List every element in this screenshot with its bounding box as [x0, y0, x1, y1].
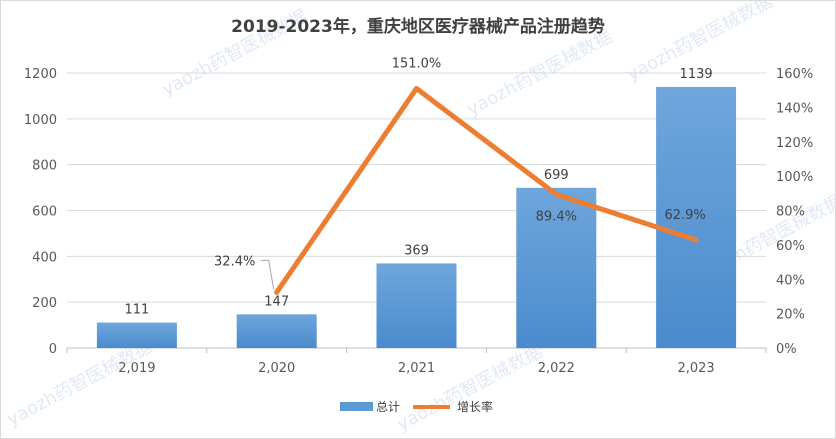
gridlines [67, 72, 766, 303]
x-tick-label: 2,022 [538, 361, 575, 376]
y-right-tick-label: 40% [776, 273, 805, 288]
watermark: yaozh药智医械数据 [393, 341, 546, 435]
bar [236, 314, 317, 348]
line-series [274, 85, 699, 295]
line-point [414, 85, 419, 91]
label-leader-line [260, 259, 275, 290]
y-right-tick-label: 0% [776, 342, 797, 357]
y-axis-right: 0% 20% 40% 60% 80% 100% 120% 140% 160% [776, 67, 813, 357]
line-point [553, 191, 559, 197]
bar [96, 322, 177, 348]
bar-value-label: 147 [264, 294, 289, 309]
x-tick-label: 2,020 [258, 361, 295, 376]
x-axis: 2,019 2,020 2,021 2,022 2,023 [66, 347, 767, 376]
line-value-label: 151.0% [392, 56, 442, 71]
y-left-tick-label: 600 [32, 205, 57, 220]
x-tick-label: 2,023 [677, 361, 714, 376]
y-axis-left: 0 200 400 600 800 1000 1200 [24, 67, 57, 357]
line-value-label: 89.4% [536, 209, 577, 224]
y-right-tick-label: 160% [776, 67, 813, 82]
line-value-label: 62.9% [664, 208, 705, 223]
y-right-tick-label: 60% [776, 239, 805, 254]
growth-rate-line [274, 85, 699, 295]
x-tick-label: 2,019 [118, 361, 155, 376]
chart-title: 2019-2023年，重庆地区医疗器械产品注册趋势 [231, 16, 605, 37]
y-left-tick-label: 200 [32, 296, 57, 311]
legend-label: 增长率 [457, 399, 493, 414]
y-left-tick-label: 400 [32, 250, 57, 265]
bar-value-label: 111 [124, 303, 149, 318]
x-tick-label: 2,021 [398, 361, 435, 376]
y-left-tick-label: 800 [32, 159, 57, 174]
y-left-tick-label: 0 [49, 342, 57, 357]
y-right-tick-label: 100% [776, 170, 813, 185]
y-right-tick-label: 20% [776, 308, 805, 323]
bar-value-label: 699 [544, 168, 569, 183]
y-right-tick-label: 120% [776, 136, 813, 151]
bar-series [96, 86, 737, 349]
y-left-tick-label: 1200 [24, 67, 57, 82]
line-point [693, 237, 699, 243]
bar [656, 86, 737, 349]
data-labels: 111 147 369 699 1139 32.4% 151.0% 89.4% 62.9% [124, 56, 712, 317]
y-right-tick-label: 80% [776, 205, 805, 220]
bar [516, 187, 597, 348]
bar-value-label: 1139 [680, 67, 713, 82]
line-point [274, 289, 280, 295]
line-value-label: 32.4% [214, 254, 255, 269]
bar [376, 263, 457, 348]
watermark: yaozh药智医械数据 [3, 336, 156, 430]
bar-value-label: 369 [404, 243, 429, 258]
legend-label: 总计 [376, 400, 400, 414]
y-right-tick-label: 140% [776, 101, 813, 116]
y-left-tick-label: 1000 [24, 113, 57, 128]
legend-swatch-bar [340, 402, 373, 411]
legend: 总计 增长率 [340, 399, 493, 414]
